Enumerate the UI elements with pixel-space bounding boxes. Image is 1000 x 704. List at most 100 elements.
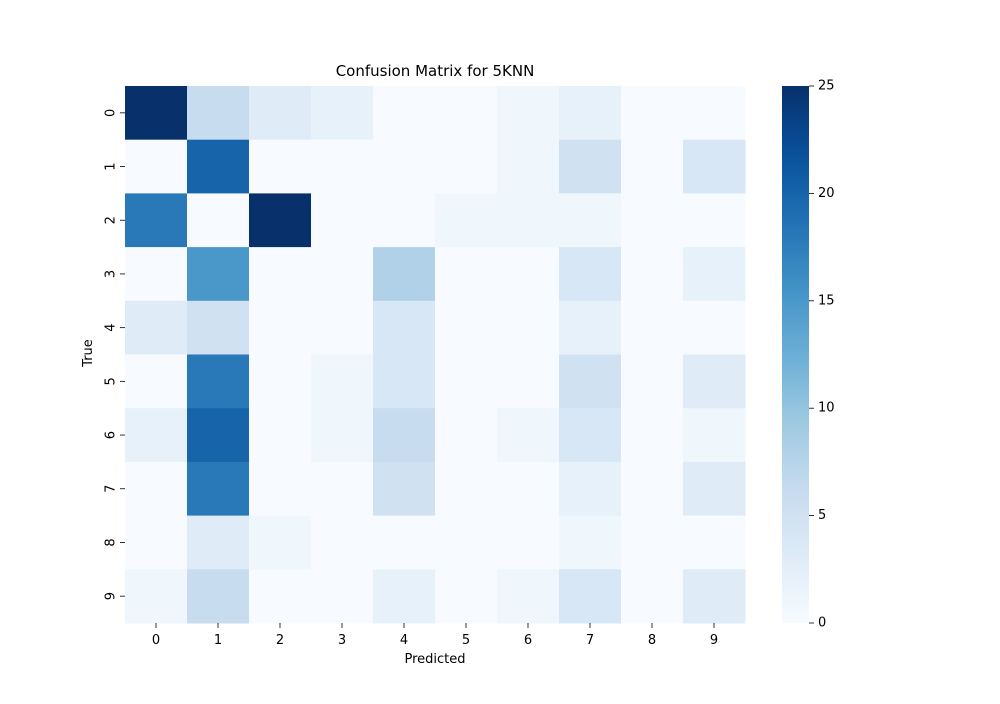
heatmap-cell — [125, 515, 188, 570]
heatmap-cell — [497, 515, 560, 570]
heatmap-cell — [311, 193, 374, 248]
heatmap-cell — [435, 247, 498, 302]
heatmap-cell — [187, 300, 250, 355]
x-tick-label: 4 — [400, 633, 408, 648]
heatmap-cell — [187, 515, 250, 570]
colorbar — [782, 86, 809, 623]
heatmap-cell — [311, 354, 374, 409]
heatmap-cell — [125, 354, 188, 409]
heatmap-cell — [435, 408, 498, 463]
heatmap-cell — [311, 139, 374, 194]
heatmap-cell — [497, 569, 560, 624]
heatmap-cell — [435, 569, 498, 624]
heatmap-cell — [497, 461, 560, 517]
heatmap-cell — [559, 569, 622, 624]
x-axis-label: Predicted — [404, 652, 465, 667]
colorbar-tick-label: 5 — [818, 508, 826, 523]
heatmap-cell — [435, 515, 498, 570]
heatmap-cell — [125, 300, 188, 355]
heatmap-cell — [187, 193, 250, 248]
colorbar-ticks: 0 5 10 15 20 25 — [809, 79, 835, 631]
heatmap-cell — [125, 569, 188, 624]
heatmap-cell — [125, 193, 188, 248]
heatmap-cell — [187, 569, 250, 624]
heatmap-cell — [125, 139, 188, 194]
heatmap-cell — [187, 408, 250, 463]
x-tick-label: 3 — [338, 633, 346, 648]
heatmap-cell — [683, 86, 746, 141]
heatmap-cell — [249, 86, 312, 141]
heatmap-cell — [621, 247, 684, 302]
heatmap-cell — [621, 139, 684, 194]
heatmap-cell — [621, 300, 684, 355]
heatmap-cell — [373, 569, 436, 624]
heatmap-cell — [435, 193, 498, 248]
heatmap-cell — [683, 354, 746, 409]
heatmap-cell — [559, 461, 622, 517]
colorbar-tick-label: 10 — [818, 401, 835, 416]
heatmap-cell — [249, 300, 312, 355]
heatmap-cell — [559, 408, 622, 463]
x-tick-label: 1 — [214, 633, 222, 648]
heatmap-cell — [497, 139, 560, 194]
y-tick-label: 6 — [104, 431, 119, 439]
heatmap-cell — [373, 354, 436, 409]
heatmap-cell — [435, 354, 498, 409]
y-axis-label: True — [81, 339, 96, 368]
y-tick-label: 4 — [104, 324, 119, 332]
heatmap-cell — [683, 461, 746, 517]
heatmap-cell — [621, 569, 684, 624]
heatmap-cell — [373, 300, 436, 355]
heatmap-cell — [683, 515, 746, 570]
heatmap-cell — [311, 300, 374, 355]
heatmap-cell — [249, 569, 312, 624]
heatmap-cell — [497, 86, 560, 141]
heatmap-cell — [559, 86, 622, 141]
heatmap-cell — [373, 86, 436, 141]
y-tick-label: 7 — [104, 485, 119, 493]
heatmap-cell — [683, 569, 746, 624]
heatmap-cell — [125, 247, 188, 302]
heatmap-cell — [311, 247, 374, 302]
heatmap-cell — [373, 193, 436, 248]
heatmap-cell — [311, 461, 374, 517]
heatmap-cell — [311, 569, 374, 624]
y-tick-label: 9 — [104, 592, 119, 600]
heatmap-cell — [249, 193, 312, 248]
heatmap-cell — [621, 86, 684, 141]
heatmap-cell — [311, 86, 374, 141]
heatmap-cell — [125, 408, 188, 463]
heatmap-cell — [559, 247, 622, 302]
x-tick-label: 5 — [462, 633, 470, 648]
heatmap-cell — [621, 354, 684, 409]
heatmap-cell — [683, 408, 746, 463]
colorbar-tick-label: 25 — [818, 79, 835, 94]
x-tick-label: 0 — [152, 633, 160, 648]
heatmap-cell — [249, 139, 312, 194]
colorbar-tick-label: 15 — [818, 293, 835, 308]
heatmap-cell — [683, 139, 746, 194]
heatmap-cell — [683, 300, 746, 355]
heatmap-cell — [621, 193, 684, 248]
heatmap-cell — [249, 247, 312, 302]
heatmap-cell — [435, 461, 498, 517]
heatmap-cell — [683, 247, 746, 302]
heatmap-cell — [373, 408, 436, 463]
heatmap-cell — [249, 461, 312, 517]
heatmap-cell — [311, 408, 374, 463]
heatmap-cell — [373, 515, 436, 570]
heatmap-cell — [187, 86, 250, 141]
heatmap-cell — [559, 193, 622, 248]
y-tick-label: 3 — [104, 270, 119, 278]
colorbar-tick-label: 20 — [818, 186, 835, 201]
heatmap-cell — [187, 247, 250, 302]
heatmap-cell — [435, 300, 498, 355]
colorbar-tick-label: 0 — [818, 616, 826, 631]
heatmap-cell — [187, 354, 250, 409]
heatmap-cell — [435, 86, 498, 141]
heatmap-cell — [249, 515, 312, 570]
y-axis-ticks: 0 1 2 3 4 5 6 7 8 9 — [104, 109, 125, 600]
heatmap-cell — [373, 139, 436, 194]
y-tick-label: 5 — [104, 377, 119, 385]
heatmap-cell — [621, 461, 684, 517]
